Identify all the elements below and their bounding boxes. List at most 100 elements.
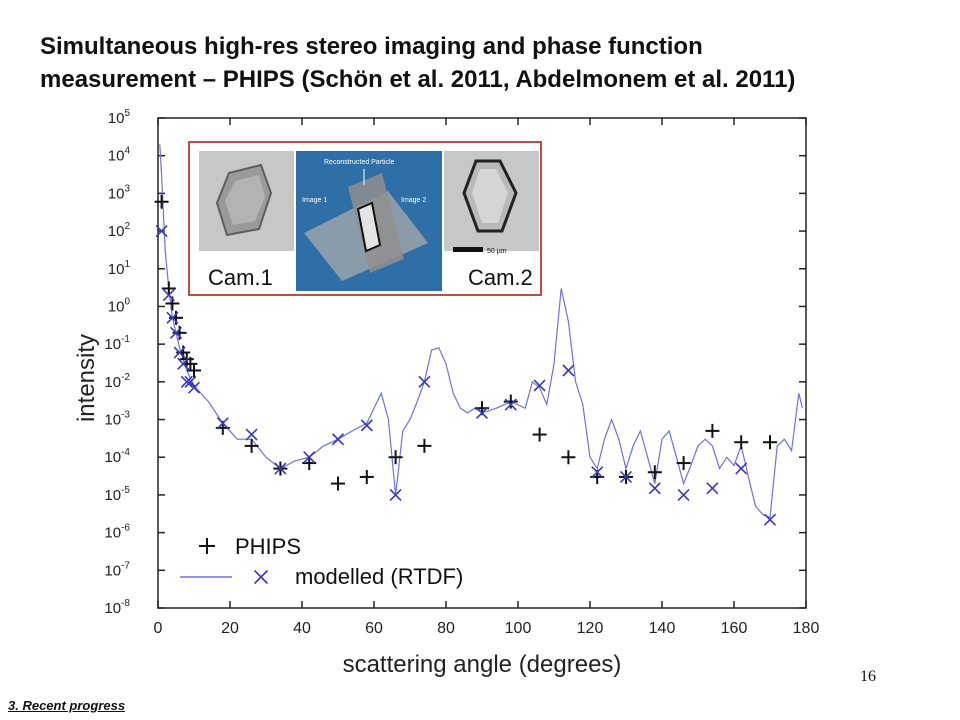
cross-stroke bbox=[331, 433, 345, 446]
phips-point bbox=[647, 465, 662, 480]
cross-stroke bbox=[562, 364, 575, 377]
y-tick-label: 103 bbox=[108, 183, 131, 202]
phips-point bbox=[176, 345, 191, 360]
x-tick-label: 140 bbox=[649, 620, 676, 637]
x-tick-label: 120 bbox=[577, 620, 604, 637]
y-tick-label: 10-3 bbox=[104, 410, 130, 429]
slide-title-line2: measurement – PHIPS (Schön et al. 2011, … bbox=[40, 66, 796, 93]
model-point bbox=[303, 451, 316, 464]
cross-stroke bbox=[155, 225, 168, 238]
phips-point bbox=[676, 456, 691, 471]
model-point bbox=[706, 482, 719, 495]
x-axis-label: scattering angle (degrees) bbox=[343, 651, 622, 678]
x-tick-label: 100 bbox=[505, 620, 532, 637]
cross-stroke bbox=[245, 428, 258, 441]
cross-stroke bbox=[162, 289, 175, 302]
cross-stroke bbox=[591, 466, 604, 479]
marker-layer bbox=[154, 194, 777, 526]
cam2-image bbox=[444, 151, 539, 251]
model-point bbox=[475, 406, 489, 419]
cross-stroke bbox=[187, 381, 201, 394]
x-tick-label: 0 bbox=[154, 620, 163, 637]
cross-stroke bbox=[677, 488, 690, 501]
phips-point bbox=[187, 363, 201, 378]
model-point bbox=[166, 311, 179, 324]
x-tick-label: 40 bbox=[293, 620, 311, 637]
model-point bbox=[169, 326, 183, 339]
model-point bbox=[735, 462, 748, 475]
reconstructed-particle-panel: Reconstructed Particle Image 1 Image 2 bbox=[296, 151, 442, 291]
cross-stroke bbox=[253, 569, 269, 585]
cross-stroke bbox=[735, 462, 748, 475]
cross-stroke bbox=[706, 482, 719, 495]
model-point bbox=[619, 470, 633, 484]
model-point bbox=[173, 346, 186, 359]
legend-model-label: modelled (RTDF) bbox=[295, 564, 463, 589]
model-point bbox=[677, 488, 690, 501]
x-tick-label: 20 bbox=[221, 620, 239, 637]
model-point bbox=[245, 428, 258, 441]
model-point bbox=[591, 466, 604, 479]
phips-point bbox=[417, 438, 432, 453]
model-point bbox=[187, 381, 201, 394]
y-tick-label: 100 bbox=[108, 296, 131, 315]
reconstructed-particle-label: Reconstructed Particle bbox=[324, 159, 395, 166]
y-tick-label: 10-4 bbox=[104, 447, 130, 466]
y-tick-label: 10-2 bbox=[104, 372, 130, 391]
particle-icon bbox=[215, 163, 273, 237]
phips-point bbox=[734, 435, 749, 450]
reconstruction-planes-icon bbox=[304, 169, 428, 281]
y-tick-label: 10-8 bbox=[104, 598, 130, 617]
inset-panel: Reconstructed Particle Image 1 Image 2 5… bbox=[188, 141, 542, 296]
cross-stroke bbox=[169, 326, 183, 339]
model-point bbox=[184, 375, 197, 388]
cross-stroke bbox=[180, 375, 193, 388]
legend-model-marker bbox=[253, 569, 269, 585]
cross-stroke bbox=[177, 357, 190, 370]
model-point bbox=[274, 462, 287, 475]
phips-point bbox=[359, 469, 374, 484]
plot-frame bbox=[157, 117, 807, 609]
model-point bbox=[562, 364, 575, 377]
model-point bbox=[155, 225, 168, 238]
x-tick-label: 160 bbox=[721, 620, 748, 637]
cross-stroke bbox=[360, 419, 373, 432]
cross-stroke bbox=[504, 398, 517, 411]
legend: PHIPS modelled (RTDF) bbox=[180, 534, 463, 589]
page-number: 16 bbox=[860, 668, 876, 685]
cross-stroke bbox=[533, 379, 546, 392]
legend-phips-label: PHIPS bbox=[235, 534, 301, 559]
x-tick-label: 60 bbox=[365, 620, 383, 637]
axes-layer: 0 20 40 60 80 100 120 140 160 180 105 104 103 102 101 1… bbox=[104, 108, 819, 637]
phips-point bbox=[503, 394, 518, 409]
model-point bbox=[180, 375, 193, 388]
cross-stroke bbox=[216, 417, 229, 430]
model-point bbox=[763, 513, 777, 526]
legend-phips-marker bbox=[199, 538, 215, 554]
cross-stroke bbox=[475, 406, 489, 419]
phips-point bbox=[331, 476, 345, 491]
cross-stroke bbox=[166, 311, 179, 324]
cross-stroke bbox=[619, 470, 633, 484]
phips-point bbox=[561, 450, 576, 465]
phips-point bbox=[763, 435, 777, 450]
image2-label: Image 2 bbox=[401, 197, 427, 204]
scale-bar bbox=[453, 247, 483, 252]
cross-stroke bbox=[648, 482, 661, 495]
model-point bbox=[504, 398, 517, 411]
x-tick-label: 80 bbox=[437, 620, 455, 637]
cam2-label: Cam.2 bbox=[468, 265, 533, 290]
cam1-label: Cam.1 bbox=[208, 265, 273, 290]
model-point bbox=[389, 488, 402, 501]
cross-stroke bbox=[184, 375, 197, 388]
cross-stroke bbox=[418, 375, 431, 388]
model-point bbox=[360, 419, 373, 432]
phips-point bbox=[532, 427, 547, 442]
particle-icon bbox=[462, 159, 518, 233]
y-tick-label: 102 bbox=[108, 221, 131, 240]
y-tick-label: 104 bbox=[108, 146, 131, 165]
model-point bbox=[533, 379, 546, 392]
model-point bbox=[418, 375, 431, 388]
phips-point bbox=[169, 310, 183, 325]
y-tick-label: 105 bbox=[108, 108, 131, 127]
